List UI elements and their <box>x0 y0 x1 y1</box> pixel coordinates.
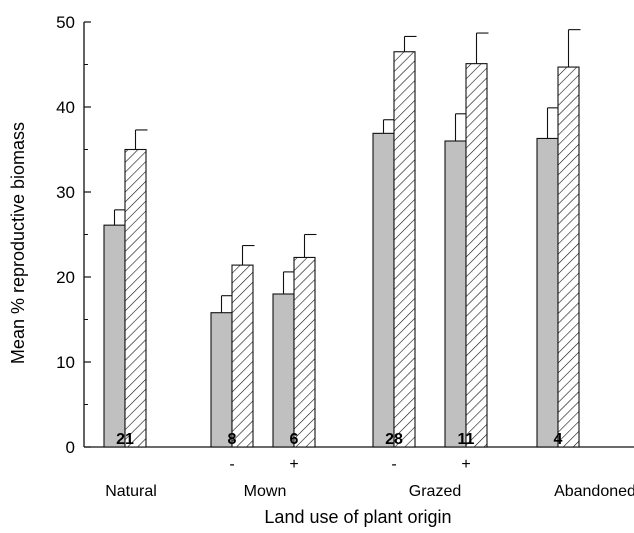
sample-size-label: 21 <box>116 431 134 448</box>
y-tick-label: 30 <box>56 183 75 202</box>
x-sub-label: - <box>229 456 234 473</box>
x-group-label: Natural <box>105 483 157 500</box>
bar-hatched <box>465 63 488 448</box>
bar-hatched <box>231 264 254 448</box>
bar-hatched <box>557 66 580 448</box>
sample-size-label: 6 <box>290 431 299 448</box>
bar-solid <box>210 312 233 448</box>
bar-hatched <box>293 256 316 448</box>
y-tick-label: 20 <box>56 268 75 287</box>
sample-size-label: 4 <box>554 431 563 448</box>
sample-size-label: 8 <box>228 431 237 448</box>
bar-hatched <box>124 148 147 448</box>
bar-solid <box>103 224 126 448</box>
bar-hatched <box>393 51 416 448</box>
x-group-label: Grazed <box>409 483 461 500</box>
y-tick-label: 0 <box>66 438 75 457</box>
plot-area: 0 10 20 30 40 50 - + - + Natural Mown Grazed Abandone… <box>56 13 634 500</box>
chart-marks: 21 8 6 28 11 4 <box>103 29 581 448</box>
y-tick-label: 40 <box>56 98 75 117</box>
x-group-label: Abandoned <box>554 483 634 500</box>
bar-solid <box>444 140 467 448</box>
y-tick-label: 50 <box>56 13 75 32</box>
x-group-label: Mown <box>244 483 287 500</box>
sample-size-label: 11 <box>458 431 475 448</box>
x-sub-label: + <box>461 456 470 473</box>
x-sub-label: + <box>289 456 298 473</box>
sample-size-label: 28 <box>385 431 403 448</box>
y-axis-label: Mean % reproductive biomass <box>8 122 28 364</box>
x-axis-label: Land use of plant origin <box>264 507 451 527</box>
bar-solid <box>272 293 295 448</box>
x-sub-label: - <box>391 456 396 473</box>
y-tick-label: 10 <box>56 353 75 372</box>
bar-solid <box>372 132 395 448</box>
bar-solid <box>536 137 559 448</box>
